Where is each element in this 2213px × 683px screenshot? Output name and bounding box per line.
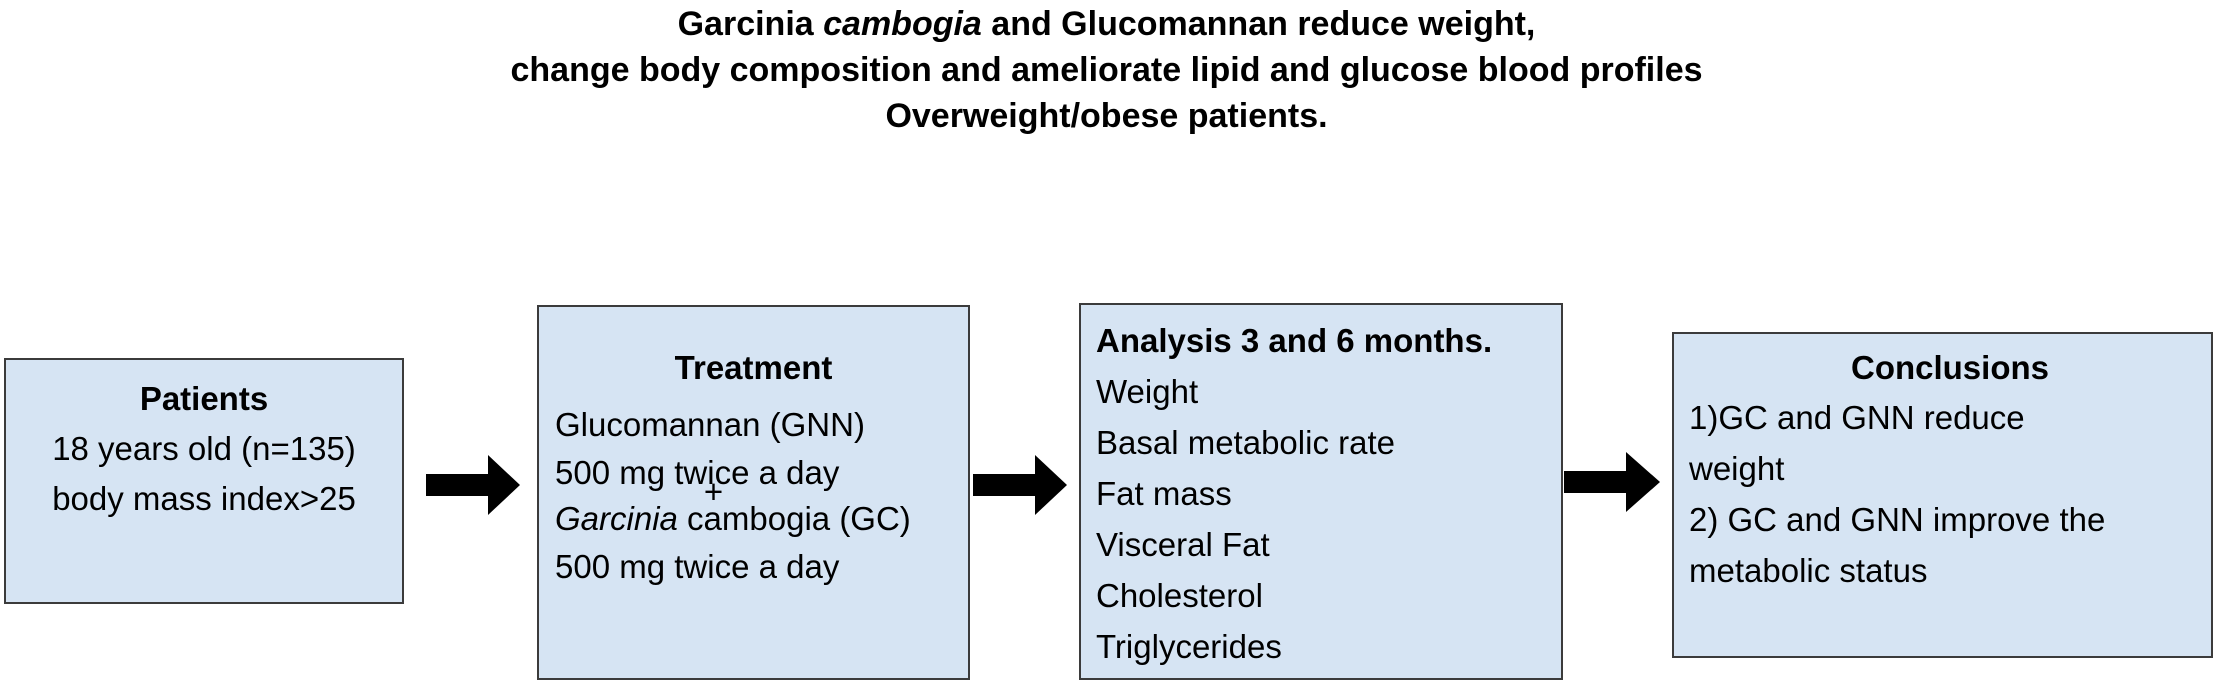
- conclusions-line: weight: [1689, 450, 1785, 487]
- treatment-line-rest: cambogia (GC): [677, 500, 911, 537]
- conclusions-line: metabolic status: [1689, 552, 1928, 589]
- patients-line: 18 years old (n=135): [52, 430, 356, 467]
- treatment-line: Garcinia cambogia (GC): [539, 495, 968, 543]
- title-line-1-part-b: cambogia: [823, 5, 982, 43]
- title-line-1-part-a: Garcinia: [677, 5, 824, 43]
- analysis-item: Cholesterol: [1096, 577, 1263, 614]
- title-line-1-part-c: and Glucomannan reduce weight,: [981, 5, 1536, 43]
- right-arrow-icon: [426, 455, 520, 515]
- treatment-plus: +: [703, 473, 724, 510]
- conclusions-line: 1)GC and GNN reduce: [1689, 399, 2025, 436]
- title-line-2: change body composition and ameliorate l…: [510, 51, 1703, 89]
- treatment-line: Glucomannan (GNN): [555, 406, 865, 443]
- patients-box: Patients 18 years old (n=135) body mass …: [4, 358, 404, 604]
- right-arrow-icon: [973, 455, 1067, 515]
- conclusions-heading: Conclusions: [1850, 349, 2050, 386]
- analysis-item: Basal metabolic rate: [1096, 424, 1395, 461]
- analysis-item: Triglycerides: [1096, 628, 1282, 665]
- right-arrow-icon: [1564, 452, 1660, 512]
- analysis-box: Analysis 3 and 6 months. Weight Basal me…: [1079, 303, 1563, 680]
- conclusions-line: 2) GC and GNN improve the: [1689, 501, 2106, 538]
- diagram-title: Garcinia cambogia and Glucomannan reduce…: [0, 0, 2213, 139]
- analysis-item: Weight: [1096, 373, 1199, 410]
- title-line-3: Overweight/obese patients.: [885, 97, 1328, 135]
- treatment-line: 500 mg twice a day: [555, 548, 840, 585]
- patients-line: body mass index>25: [52, 480, 356, 517]
- analysis-heading: Analysis 3 and 6 months.: [1096, 322, 1493, 359]
- treatment-line-italic: Garcinia: [555, 500, 678, 537]
- analysis-item: Fat mass: [1096, 475, 1232, 512]
- analysis-item: Visceral Fat: [1096, 526, 1270, 563]
- treatment-line: 500 mg twice a day: [555, 454, 840, 491]
- conclusions-box: Conclusions 1)GC and GNN reduce weight 2…: [1672, 332, 2213, 658]
- title-line-1: Garcinia cambogia and Glucomannan reduce…: [0, 1, 2213, 47]
- treatment-heading: Treatment: [674, 349, 833, 386]
- patients-heading: Patients: [139, 380, 269, 417]
- treatment-box: Treatment Glucomannan (GNN) 500 mg twice…: [537, 305, 970, 680]
